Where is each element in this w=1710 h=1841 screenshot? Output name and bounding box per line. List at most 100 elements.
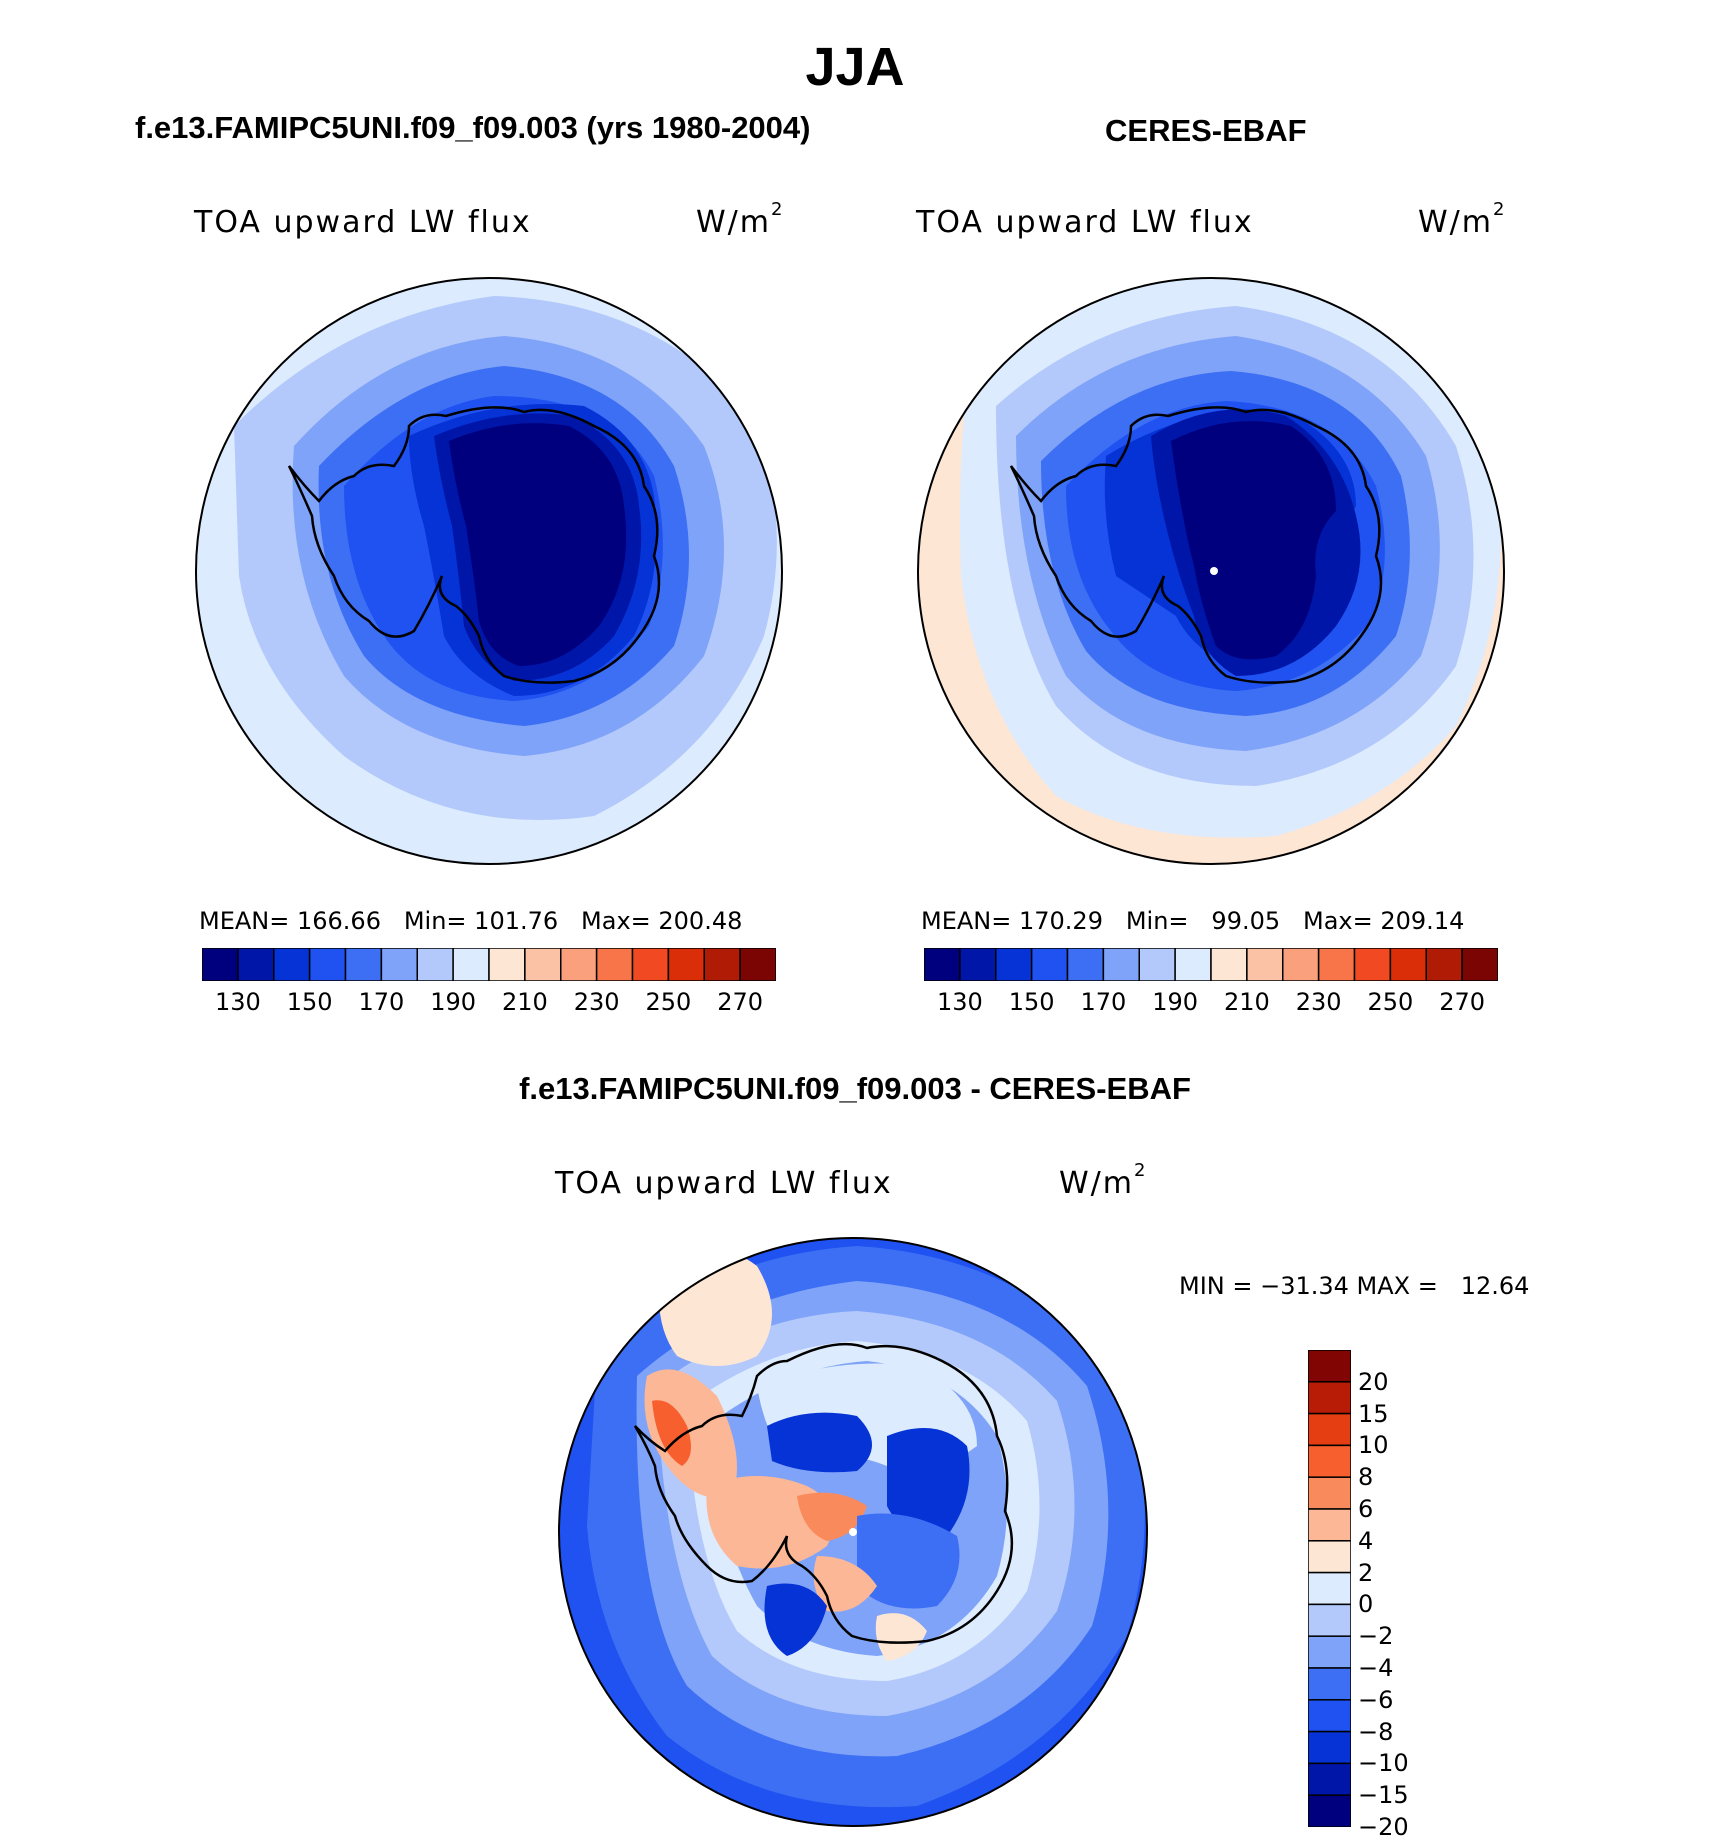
colorbar-panel3-tick-label: 15 — [1358, 1399, 1389, 1428]
colorbar-panel1-swatch — [667, 948, 706, 981]
map2-boundary — [917, 277, 1505, 865]
colorbar-panel1-swatch — [273, 948, 311, 981]
panel1-stats: MEAN= 166.66 Min= 101.76 Max= 200.48 — [199, 907, 743, 935]
colorbar-panel2-swatch — [1210, 948, 1248, 981]
colorbar-panel1-tick-label: 230 — [573, 988, 620, 1016]
panel3-unit-label: W/m2 — [1059, 1160, 1145, 1201]
colorbar-panel3-swatch — [1308, 1508, 1351, 1542]
colorbar-panel3-tick-label: −6 — [1358, 1685, 1394, 1714]
colorbar-panel2-tick-label: 170 — [1080, 988, 1127, 1016]
colorbar-panel1-ticks: 130 150 170 190 210 230 250 270 — [202, 988, 776, 1020]
colorbar-panel3-tick-label: −10 — [1358, 1749, 1409, 1778]
colorbar-panel3-swatch — [1308, 1381, 1351, 1415]
colorbar-panel2-tick-label: 190 — [1152, 988, 1199, 1016]
colorbar-panel3-swatch — [1308, 1635, 1351, 1669]
colorbar-panel3-tick-label: 20 — [1358, 1367, 1389, 1396]
colorbar-panel1-swatch — [380, 948, 419, 981]
colorbar-panel1-swatch — [202, 948, 239, 981]
map-panel2 — [917, 277, 1505, 865]
colorbar-panel3-swatch — [1308, 1699, 1351, 1733]
colorbar-panel3-swatch — [1308, 1476, 1351, 1510]
colorbar-panel3-tick-label: −2 — [1358, 1622, 1394, 1651]
colorbar-panel2-swatch — [1425, 948, 1463, 981]
colorbar-panel3-tick-label: −15 — [1358, 1781, 1409, 1810]
colorbar-panel1-swatch — [703, 948, 741, 981]
colorbar-panel3-swatch — [1308, 1412, 1351, 1447]
colorbar-panel2-swatch — [1282, 948, 1320, 981]
colorbar-panel2-swatch — [1030, 948, 1069, 981]
colorbar-panel3-tick-label: 6 — [1358, 1495, 1374, 1523]
colorbar-panel3 — [1308, 1350, 1351, 1827]
map3-antarctica-coastline — [633, 1342, 1014, 1644]
colorbar-panel2-swatch — [1138, 948, 1176, 981]
colorbar-panel3-tick-label: 8 — [1358, 1463, 1374, 1492]
panel1-unit-label: W/m2 — [696, 199, 782, 240]
colorbar-panel1-swatch — [488, 948, 526, 981]
map-panel1 — [195, 277, 783, 865]
colorbar-panel2-tick-label: 250 — [1367, 988, 1414, 1016]
panel2-variable-label: TOA upward LW flux — [916, 205, 1254, 240]
colorbar-panel1-swatch — [416, 948, 454, 981]
colorbar-panel1-swatch — [237, 948, 275, 981]
colorbar-panel1-swatch — [344, 948, 383, 981]
colorbar-panel1-tick-label: 130 — [214, 988, 261, 1016]
map3-field — [559, 1238, 1147, 1826]
panel3-stats: MIN = −31.34 MAX = 12.64 — [1179, 1272, 1530, 1300]
figure-title: JJA — [805, 37, 905, 97]
colorbar-panel2-swatch — [1461, 948, 1498, 981]
colorbar-panel2-swatch — [1389, 948, 1428, 981]
map1-boundary — [195, 277, 783, 865]
colorbar-panel3-swatch — [1308, 1667, 1351, 1701]
colorbar-panel2-swatch — [959, 948, 997, 981]
panel1-unit-text: W/m — [696, 205, 771, 240]
colorbar-panel1-tick-label: 150 — [286, 988, 333, 1016]
colorbar-panel2-swatch — [995, 948, 1033, 981]
panel1-variable-label: TOA upward LW flux — [194, 205, 532, 240]
colorbar-panel3-tick-label: 4 — [1358, 1526, 1374, 1555]
colorbar-panel1-swatch — [308, 948, 347, 981]
colorbar-panel3-tick-label: 0 — [1358, 1590, 1374, 1619]
colorbar-panel2 — [924, 948, 1498, 981]
colorbar-panel2-swatch — [1066, 948, 1105, 981]
colorbar-panel3-swatch — [1308, 1762, 1351, 1796]
colorbar-panel2-swatch — [1102, 948, 1141, 981]
map1-antarctica-coastline — [287, 406, 661, 684]
colorbar-panel1-tick-label: 210 — [501, 988, 548, 1016]
colorbar-panel2-swatch — [1246, 948, 1284, 981]
colorbar-panel1-swatch — [595, 948, 634, 981]
colorbar-panel3-swatch — [1308, 1540, 1351, 1574]
colorbar-panel3-swatch — [1308, 1603, 1351, 1637]
panel3-variable-label: TOA upward LW flux — [555, 1166, 893, 1201]
panel2-unit-sup: 2 — [1493, 199, 1505, 220]
colorbar-panel3-swatch — [1308, 1571, 1351, 1606]
colorbar-panel3-tick-label: −8 — [1358, 1717, 1394, 1746]
panel3-case-title: f.e13.FAMIPC5UNI.f09_f09.003 - CERES-EBA… — [519, 1071, 1191, 1106]
colorbar-panel2-ticks: 130 150 170 190 210 230 250 270 — [924, 988, 1498, 1020]
colorbar-panel3-swatch — [1308, 1730, 1351, 1765]
map1-field — [196, 278, 782, 864]
colorbar-panel2-swatch — [1317, 948, 1356, 981]
colorbar-panel3-swatch — [1308, 1350, 1351, 1383]
colorbar-panel1 — [202, 948, 776, 981]
colorbar-panel2-tick-label: 210 — [1223, 988, 1270, 1016]
panel3-unit-text: W/m — [1059, 1166, 1134, 1201]
panel2-unit-label: W/m2 — [1418, 199, 1504, 240]
colorbar-panel2-swatch — [1353, 948, 1392, 981]
colorbar-panel1-swatch — [739, 948, 776, 981]
colorbar-panel1-swatch — [631, 948, 670, 981]
colorbar-panel3-swatch — [1308, 1794, 1351, 1827]
colorbar-panel3-ticks: 20 15 10 8 6 4 2 0 −2 −4 −6 −8 −10 −15 −20 — [1358, 1350, 1438, 1841]
panel2-stats: MEAN= 170.29 Min= 99.05 Max= 209.14 — [921, 907, 1465, 935]
colorbar-panel1-tick-label: 190 — [430, 988, 477, 1016]
colorbar-panel2-tick-label: 150 — [1008, 988, 1055, 1016]
colorbar-panel2-tick-label: 130 — [936, 988, 983, 1016]
colorbar-panel1-tick-label: 250 — [645, 988, 692, 1016]
colorbar-panel3-tick-label: 2 — [1358, 1558, 1374, 1587]
colorbar-panel2-swatch — [1174, 948, 1212, 981]
colorbar-panel2-tick-label: 270 — [1439, 988, 1486, 1016]
colorbar-panel2-tick-label: 230 — [1295, 988, 1342, 1016]
map2-field — [918, 278, 1504, 864]
colorbar-panel2-swatch — [924, 948, 961, 981]
panel2-case-title: CERES-EBAF — [1105, 113, 1307, 148]
colorbar-panel3-swatch — [1308, 1444, 1351, 1478]
